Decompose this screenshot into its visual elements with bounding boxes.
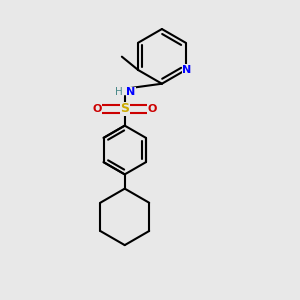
Text: O: O bbox=[148, 104, 157, 114]
Text: H: H bbox=[116, 87, 123, 97]
Text: O: O bbox=[92, 104, 102, 114]
Text: N: N bbox=[126, 87, 136, 97]
Text: S: S bbox=[120, 103, 129, 116]
Text: N: N bbox=[182, 65, 192, 75]
